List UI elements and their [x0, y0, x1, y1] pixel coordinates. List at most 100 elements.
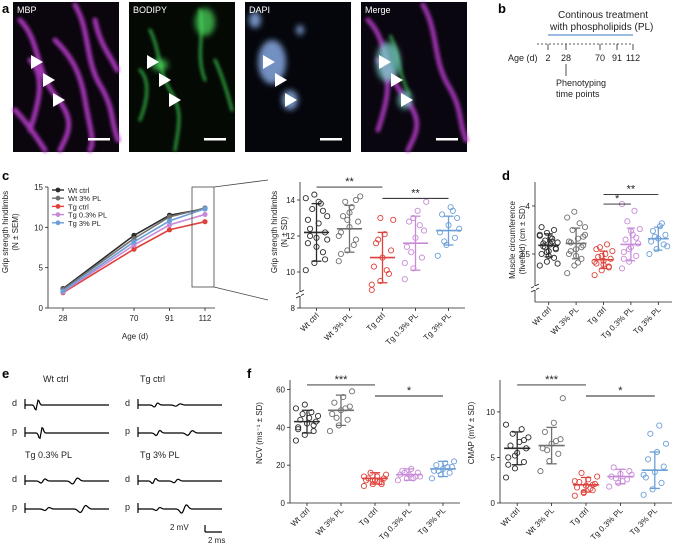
f-cmap-point-4-8 [662, 440, 670, 447]
c-line-point-4-1 [131, 239, 137, 245]
f-ncv-point-1-6 [331, 399, 338, 406]
micrograph-bodipy [129, 2, 235, 152]
d-scatter-point-2-3 [593, 260, 600, 267]
f-cmap-point-3-0 [606, 483, 613, 490]
c-scatter-xticklabel-0: Wt ctrl [299, 311, 322, 334]
trace-title-tg-03pl: Tg 0.3% PL [25, 450, 72, 460]
f-ncv-xticklabel-3: Tg 0.3% PL [377, 506, 413, 542]
d-scatter-point-3-0 [618, 265, 626, 272]
trace-scale-bar [204, 525, 222, 533]
c-line-ylabel-2: (N ± SEM) [11, 213, 20, 251]
d-scatter-point-3-1 [626, 258, 633, 265]
trace-p-3: p [12, 502, 17, 512]
c-scatter-point-0-11 [302, 195, 309, 202]
d-scatter-xticklabel-4: Tg 3% PL [632, 305, 664, 337]
c-legend-marker-0 [55, 187, 61, 193]
c-scatter-point-0-12 [311, 191, 318, 198]
trace-tg-p [137, 427, 222, 437]
f-ncv-point-0-14 [295, 426, 302, 433]
f-cmap-point-0-13 [520, 437, 527, 444]
micrograph-mbp [12, 2, 121, 153]
d-scatter-axis-gap [534, 286, 536, 290]
d-scatter-yticklabel-4: 4 [526, 202, 531, 211]
f-ncv-point-4-2 [446, 469, 453, 476]
f-cmap-point-2-8 [594, 473, 601, 480]
c-scatter-point-1-9 [342, 198, 349, 205]
c-legend-label-3: Tg 0.3% PL [68, 211, 107, 220]
trace-title-wt-ctrl: Wt ctrl [43, 374, 69, 384]
c-line-xlabel: Age (d) [122, 332, 149, 341]
f-cmap-point-1-2 [555, 450, 562, 457]
nerve-conduction-traces [24, 399, 222, 514]
d-scatter-point-2-5 [607, 255, 614, 262]
c-line-yticklabel-10: 10 [34, 223, 43, 232]
c-scatter-point-1-8 [357, 193, 364, 200]
c-scatter-yticklabel-8: 8 [291, 304, 296, 313]
c-scatter-point-1-5 [355, 218, 362, 225]
c-scatter-point-2-9 [375, 236, 382, 243]
trace-title-tg-ctrl: Tg ctrl [140, 374, 165, 384]
arrowhead-1-1 [31, 55, 43, 69]
c-legend-marker-1 [55, 195, 61, 201]
f-cmap-sig-label-0: *** [545, 374, 559, 386]
f-ncv-yticklabel-60: 60 [276, 385, 285, 394]
d-scatter-xticklabel-0: Wt ctrl [531, 305, 554, 328]
c-scatter-point-4-6 [439, 211, 446, 218]
d-scatter-point-0-12 [543, 229, 550, 236]
panel-label-b: b [498, 1, 506, 16]
f-cmap-point-4-2 [658, 479, 665, 487]
f-cmap-ylabel: CMAP (mV ± SD) [467, 401, 476, 464]
c-scatter-point-0-18 [315, 198, 322, 205]
f-ncv-point-1-0 [326, 428, 334, 435]
d-scatter-point-1-1 [571, 262, 578, 269]
f-cmap-point-0-14 [505, 461, 512, 468]
f-cmap-point-2-3 [574, 484, 581, 491]
d-scatter-point-2-0 [591, 272, 598, 279]
f-cmap-point-0-11 [502, 421, 510, 428]
c-scatter-point-4-0 [434, 252, 441, 259]
d-scatter-point-2-10 [604, 241, 611, 248]
d-scatter-point-2-6 [595, 253, 602, 260]
c-scatter-point-1-0 [335, 258, 342, 265]
d-scatter-point-1-19 [581, 224, 589, 231]
c-scatter-point-3-7 [414, 207, 421, 214]
c-line-series-1 [62, 207, 206, 291]
f-ncv-point-0-9 [299, 411, 306, 418]
c-scatter-point-3-11 [401, 259, 408, 267]
c-scatter-sig-label-1: ** [411, 187, 420, 199]
c-line-series-2 [62, 220, 206, 294]
timeline-ticklabel-112: 112 [626, 53, 640, 63]
c-scatter-point-1-10 [350, 241, 357, 249]
f-ncv-point-2-8 [382, 471, 390, 478]
f-cmap-sig-label-1: * [618, 385, 623, 397]
d-scatter-point-3-13 [633, 234, 640, 241]
f-cmap-point-0-0 [502, 474, 510, 481]
c-scatter-point-2-8 [390, 216, 397, 223]
c-scatter-point-3-2 [418, 254, 425, 261]
d-scatter-point-4-1 [653, 246, 660, 253]
f-cmap-xticklabel-1: Wt 3% PL [524, 506, 556, 538]
d-scatter-sig-label-0: * [615, 193, 620, 205]
d-scatter-point-0-2 [550, 254, 558, 261]
f-ncv-xticklabel-4: Tg 3% PL [416, 506, 448, 538]
d-scatter-xticklabel-1: Wt 3% PL [549, 305, 581, 337]
d-scatter-point-3-10 [631, 207, 638, 214]
trace-title-tg-3pl: Tg 3% PL [140, 450, 180, 460]
c-line-point-4-2 [166, 218, 173, 224]
c-legend-label-0: Wt ctrl [68, 186, 90, 195]
f-cmap-point-0-6 [507, 442, 514, 449]
trace-wt-d [24, 399, 109, 411]
f-ncv-xticklabel-2: Tg ctrl [357, 506, 379, 528]
f-ncv-point-0-1 [301, 431, 308, 438]
f-cmap-point-1-0 [537, 468, 544, 475]
d-scatter-point-2-13 [605, 264, 612, 271]
c-scatter-point-4-3 [436, 229, 443, 236]
trace-tg3-p [137, 503, 222, 514]
c-scatter-sig-label-0: ** [345, 176, 354, 188]
f-ncv-point-2-0 [360, 482, 368, 490]
c-scatter-point-3-6 [406, 218, 413, 225]
trace-tg03-d [24, 475, 109, 485]
treatment-label-line2: with phospholipids (PL) [549, 22, 653, 33]
